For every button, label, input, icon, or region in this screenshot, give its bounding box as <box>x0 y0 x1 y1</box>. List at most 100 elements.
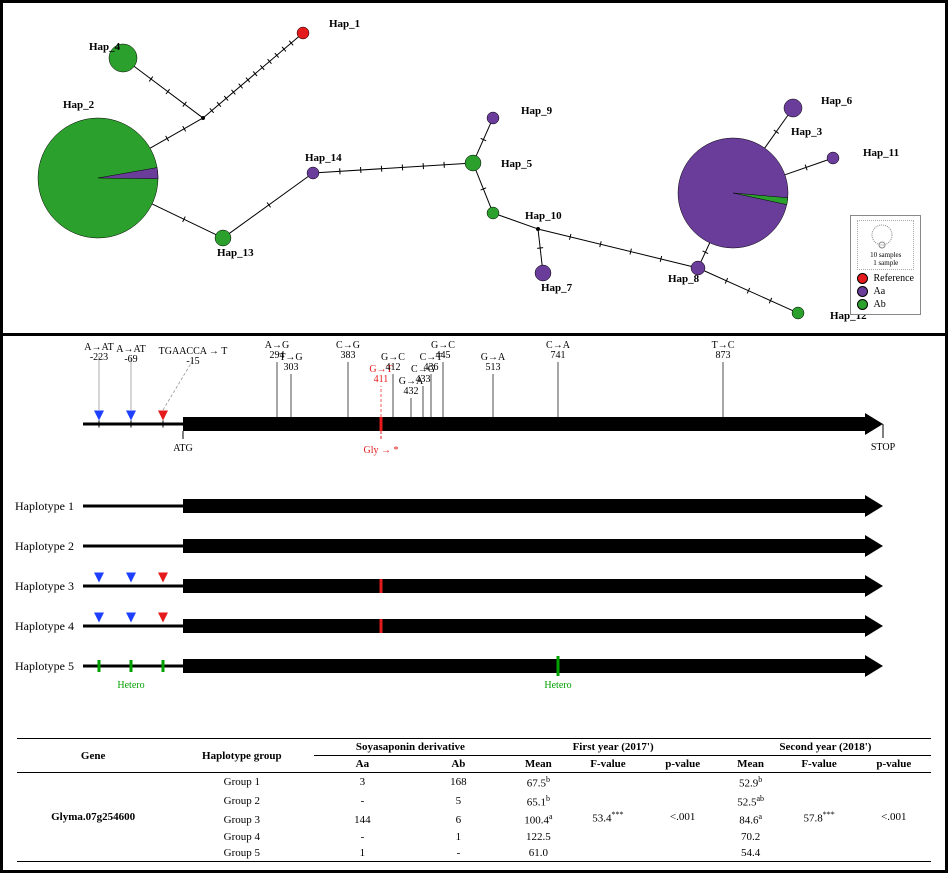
mutation-tick <box>630 249 631 255</box>
mutation-tick <box>149 77 153 82</box>
fvalue-y1: 53.4*** <box>570 773 645 862</box>
snp-position: 873 <box>716 350 731 361</box>
haplotype-node <box>297 27 309 39</box>
haplotype-label: Hap_14 <box>305 152 342 164</box>
col-aa: Aa <box>314 756 410 773</box>
snp-mark <box>380 619 383 633</box>
hetero-mark <box>130 660 133 672</box>
hetero-mark <box>557 656 560 676</box>
col-f1: F-value <box>570 756 645 773</box>
snp-mark <box>380 417 383 431</box>
haplotype-label: Hap_5 <box>501 158 533 170</box>
haplotype-node <box>38 118 158 238</box>
haplotype-label: Hap_4 <box>89 41 121 53</box>
mutation-tick <box>267 202 271 207</box>
indel-triangle-icon <box>158 573 168 583</box>
haplotype-label: Hap_11 <box>863 147 899 159</box>
deriv-ab: 6 <box>410 810 506 829</box>
mean-y1: 67.5b <box>506 773 570 792</box>
haplotype-row-label: Haplotype 1 <box>15 499 74 513</box>
network-legend: 10 samples 1 sample ReferenceAaAb <box>850 215 921 315</box>
legend-item: Ab <box>857 299 914 310</box>
snp-mark <box>410 417 413 431</box>
stop-label: STOP <box>871 442 896 453</box>
mutation-tick <box>183 102 187 107</box>
snp-mark <box>430 579 433 593</box>
snp-position: 741 <box>551 350 566 361</box>
mean-y2: 52.5ab <box>720 792 782 811</box>
pvalue-y2: <.001 <box>857 773 931 862</box>
indel-triangle-icon <box>158 613 168 623</box>
haplotype-label: Hap_3 <box>791 126 823 138</box>
snp-position: 433 <box>416 374 431 385</box>
mutation-tick <box>660 256 661 262</box>
gene-bar <box>83 535 883 557</box>
snp-mark <box>422 417 425 431</box>
mean-y2: 54.4 <box>720 845 782 862</box>
indel-triangle-icon <box>158 411 168 421</box>
hap-group: Group 1 <box>169 773 314 792</box>
haplotype-row-label: Haplotype 3 <box>15 579 74 593</box>
snp-position: 303 <box>284 362 299 373</box>
mutation-tick <box>569 234 570 240</box>
haplotype-node <box>827 152 839 164</box>
gene-bar <box>83 413 883 435</box>
snp-mark <box>380 579 383 593</box>
snp-mark <box>422 579 425 593</box>
haplotype-node <box>215 230 231 246</box>
haplotype-row-label: Haplotype 5 <box>15 659 74 673</box>
indel-triangle-icon <box>94 613 104 623</box>
col-f2: F-value <box>781 756 856 773</box>
gene-bar <box>83 575 883 597</box>
snp-position: 513 <box>486 362 501 373</box>
snp-position: 445 <box>436 350 451 361</box>
snp-mark <box>722 417 725 431</box>
snp-mark <box>347 417 350 431</box>
snp-mark <box>410 539 413 553</box>
snp-mark <box>442 417 445 431</box>
snp-mark <box>410 579 413 593</box>
col-mean1: Mean <box>506 756 570 773</box>
hetero-mark <box>162 660 165 672</box>
gene-bar <box>83 615 883 637</box>
haplotype-label: Hap_1 <box>329 18 360 30</box>
network-edge <box>319 163 465 172</box>
haplotype-node <box>465 155 481 171</box>
mean-y1: 61.0 <box>506 845 570 862</box>
median-vector <box>201 116 205 120</box>
fvalue-y2: 57.8*** <box>781 773 856 862</box>
mutation-tick <box>600 241 601 247</box>
haplotype-row-label: Haplotype 2 <box>15 539 74 553</box>
indel-triangle-icon <box>94 573 104 583</box>
deriv-aa: 144 <box>314 810 410 829</box>
median-vector <box>536 227 540 231</box>
gly-stop-label: Gly → * <box>364 445 399 456</box>
indel-triangle-icon <box>126 411 136 421</box>
haplotype-label: Hap_7 <box>541 282 573 294</box>
haplotype-node <box>535 265 551 281</box>
gene-name: Glyma.07g254600 <box>17 773 169 862</box>
snp-position: 383 <box>341 350 356 361</box>
deriv-ab: 5 <box>410 792 506 811</box>
indel-triangle-icon <box>126 573 136 583</box>
hap-group: Group 3 <box>169 810 314 829</box>
legend-item: Aa <box>857 286 914 297</box>
indel-position: -223 <box>90 352 108 363</box>
col-gene: Gene <box>17 739 169 773</box>
indel-position: -69 <box>124 354 137 365</box>
deriv-ab: - <box>410 845 506 862</box>
deriv-aa: 3 <box>314 773 410 792</box>
snp-position: 436 <box>424 362 439 373</box>
haplotype-node <box>487 112 499 124</box>
legend-scale-bottom: 1 sample <box>862 259 909 267</box>
haplotype-node <box>487 207 499 219</box>
hetero-mark <box>98 660 101 672</box>
snp-mark <box>557 579 560 593</box>
haplotype-label: Hap_10 <box>525 210 562 222</box>
mean-y1: 122.5 <box>506 829 570 845</box>
snp-mark <box>430 619 433 633</box>
hap-group: Group 4 <box>169 829 314 845</box>
col-hapgroup: Haplotype group <box>169 739 314 773</box>
gene-bar <box>83 495 883 517</box>
stats-table: GeneHaplotype groupSoyasaponin derivativ… <box>17 738 931 862</box>
